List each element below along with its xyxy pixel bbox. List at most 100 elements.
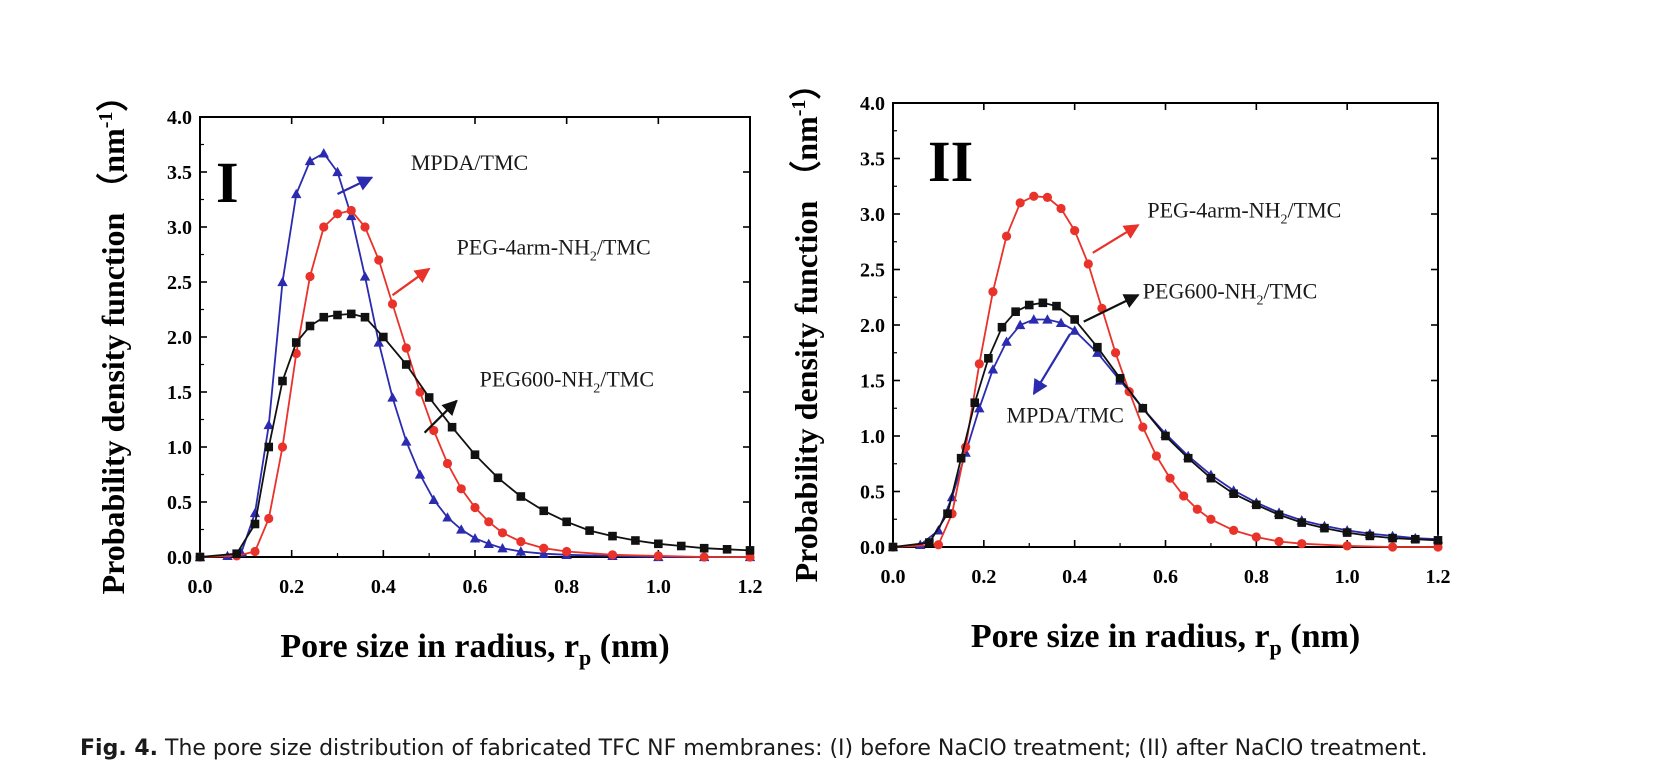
- series-peg-4arm-nh2-tmc: [195, 205, 755, 562]
- data-point: [429, 425, 439, 436]
- data-point: [539, 506, 549, 516]
- data-point: [414, 469, 426, 479]
- annotation-arrow: [1083, 294, 1140, 323]
- data-point: [1251, 532, 1261, 542]
- data-point: [1206, 473, 1216, 483]
- data-point: [387, 299, 398, 309]
- data-point: [515, 546, 527, 556]
- data-point: [305, 321, 315, 331]
- x-tick-label: 0.0: [881, 566, 906, 588]
- series-line: [199, 152, 750, 558]
- data-point: [1387, 542, 1398, 552]
- x-tick-label: 0.2: [279, 576, 304, 598]
- data-point: [654, 539, 663, 549]
- data-point: [699, 543, 709, 553]
- plot-frame: [892, 102, 1439, 548]
- data-point: [1093, 342, 1102, 352]
- data-point: [1056, 203, 1066, 214]
- data-point: [988, 287, 998, 297]
- x-tick-label: 1.0: [646, 576, 671, 598]
- series-line: [199, 312, 751, 558]
- data-point: [1110, 348, 1121, 358]
- y-axis-label: Probability density function （nm-1）: [95, 80, 131, 595]
- data-point: [1069, 325, 1080, 335]
- chart-panel-2: 0.0 0.2 0.4 0.6 0.8 1.0 1.2 0.0 0.5 1.0 1.5 2.0 2.5 3…: [788, 68, 1451, 660]
- data-point: [933, 540, 944, 550]
- y-tick-label: 3.0: [167, 217, 192, 239]
- y-tick-label: 1.5: [860, 371, 885, 393]
- data-point: [1342, 528, 1352, 537]
- data-point: [1297, 539, 1307, 549]
- data-point: [1083, 259, 1093, 269]
- y-tick-label: 3.0: [860, 204, 885, 226]
- data-point: [516, 537, 526, 547]
- data-point: [1151, 451, 1162, 461]
- data-point: [722, 545, 732, 554]
- data-point: [456, 524, 467, 534]
- data-point: [1388, 533, 1397, 543]
- annotation-arrow: [1032, 333, 1072, 396]
- y-axis-label: Probability density function （nm-1）: [788, 68, 824, 583]
- data-point: [997, 322, 1007, 332]
- annotation-arrow: [1092, 224, 1140, 254]
- series-peg600-nh2-tmc: [888, 298, 1443, 552]
- annotation-arrow: [423, 399, 458, 434]
- data-point: [1165, 473, 1175, 483]
- data-point: [1183, 453, 1193, 463]
- series-mpda-tmc: [194, 148, 756, 562]
- data-point: [562, 517, 571, 527]
- data-point: [585, 526, 594, 535]
- data-point: [319, 222, 329, 232]
- data-point: [562, 546, 572, 557]
- y-tick-label: 2.5: [167, 272, 192, 294]
- data-point: [442, 458, 453, 469]
- data-point: [401, 436, 412, 446]
- data-point: [943, 509, 952, 518]
- data-point: [424, 393, 434, 402]
- y-tick-label: 2.5: [860, 260, 885, 282]
- data-point: [264, 442, 274, 452]
- y-tick-label: 2.0: [860, 315, 885, 337]
- data-point: [1274, 510, 1284, 520]
- series-annotation: PEG600-NH2/TMC: [1143, 278, 1317, 308]
- data-point: [1052, 301, 1061, 311]
- data-point: [970, 398, 980, 407]
- y-tick-label: 0.5: [860, 482, 885, 504]
- series-annotation: PEG-4arm-NH2/TMC: [457, 235, 651, 265]
- annotation-arrow: [337, 176, 374, 195]
- data-point: [195, 552, 205, 562]
- data-point: [374, 255, 384, 265]
- x-tick-label: 0.4: [1062, 566, 1087, 588]
- data-point: [332, 209, 343, 219]
- data-point: [1138, 422, 1148, 432]
- data-point: [699, 552, 709, 562]
- data-point: [1014, 319, 1026, 330]
- data-point: [277, 442, 288, 452]
- data-point: [250, 519, 260, 529]
- x-tick-label: 0.2: [971, 566, 996, 588]
- data-point: [332, 166, 343, 177]
- data-point: [1028, 314, 1039, 324]
- data-point: [1192, 504, 1202, 514]
- data-point: [1038, 298, 1048, 308]
- data-point: [1229, 525, 1239, 535]
- x-tick-label: 0.4: [371, 576, 396, 598]
- data-point: [653, 551, 663, 561]
- data-point: [1029, 191, 1039, 201]
- data-point: [974, 359, 984, 369]
- data-point: [493, 473, 503, 483]
- data-point: [305, 271, 315, 282]
- data-point: [1179, 491, 1189, 501]
- data-point: [442, 512, 453, 522]
- data-point: [278, 376, 287, 386]
- series-annotation: MPDA/TMC: [411, 150, 528, 175]
- x-tick-label: 0.6: [1153, 566, 1178, 588]
- data-point: [1161, 431, 1170, 441]
- data-point: [264, 513, 274, 524]
- data-point: [1274, 536, 1284, 547]
- data-point: [249, 507, 261, 518]
- data-point: [1015, 198, 1025, 208]
- data-point: [401, 343, 411, 353]
- data-point: [1433, 542, 1443, 552]
